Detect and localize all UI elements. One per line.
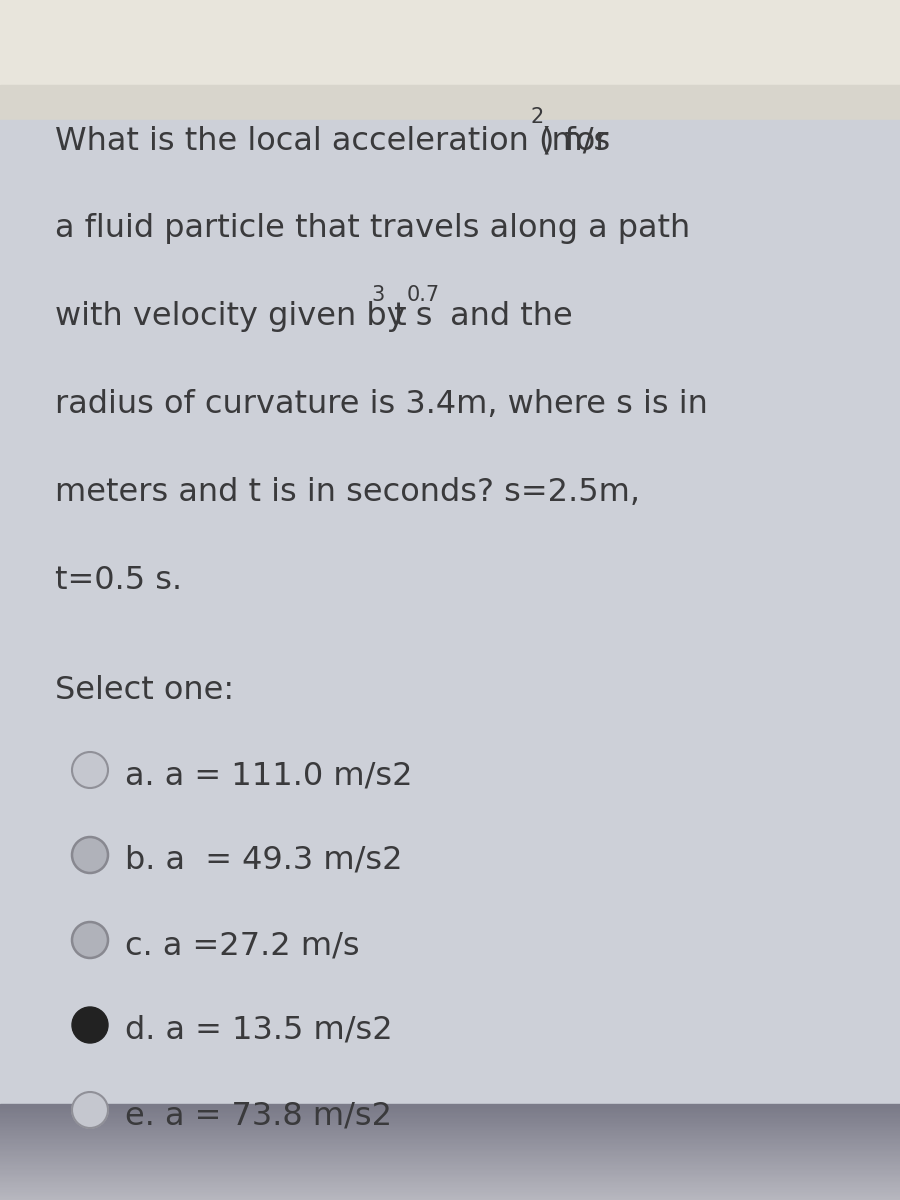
Bar xyxy=(0,1147,900,1150)
Text: c. a =27.2 m/s: c. a =27.2 m/s xyxy=(125,930,360,961)
Bar xyxy=(0,1133,900,1136)
Bar xyxy=(0,1184,900,1188)
Text: b. a  = 49.3 m/s2: b. a = 49.3 m/s2 xyxy=(125,845,402,876)
Circle shape xyxy=(72,922,108,958)
Text: ) for: ) for xyxy=(542,125,608,156)
Bar xyxy=(0,1140,900,1142)
Bar xyxy=(0,1192,900,1195)
Bar xyxy=(0,0,900,85)
Text: 0.7: 0.7 xyxy=(406,284,439,305)
Bar xyxy=(0,1145,900,1147)
Circle shape xyxy=(72,1007,108,1043)
Bar xyxy=(0,1116,900,1120)
Bar xyxy=(0,1150,900,1152)
Bar xyxy=(0,1121,900,1124)
Bar xyxy=(0,1109,900,1112)
Bar xyxy=(0,1168,900,1171)
Bar xyxy=(0,85,900,120)
Bar xyxy=(0,1162,900,1164)
Bar xyxy=(0,1172,900,1176)
Text: meters and t is in seconds? s=2.5m,: meters and t is in seconds? s=2.5m, xyxy=(55,476,640,508)
Circle shape xyxy=(72,838,108,874)
Bar xyxy=(0,1123,900,1127)
Bar xyxy=(0,1159,900,1162)
Circle shape xyxy=(72,752,108,788)
Text: 3: 3 xyxy=(372,284,385,305)
Circle shape xyxy=(72,1092,108,1128)
Bar xyxy=(0,1126,900,1129)
Bar xyxy=(0,1165,900,1169)
Bar xyxy=(0,1157,900,1159)
Text: e. a = 73.8 m/s2: e. a = 73.8 m/s2 xyxy=(125,1100,392,1130)
Text: Select one:: Select one: xyxy=(55,674,234,706)
Bar xyxy=(0,1154,900,1157)
Bar xyxy=(0,1118,900,1122)
Bar xyxy=(0,1175,900,1178)
Bar xyxy=(0,120,900,1105)
Text: a. a = 111.0 m/s2: a. a = 111.0 m/s2 xyxy=(125,760,412,791)
Bar xyxy=(0,1128,900,1132)
Bar xyxy=(0,1177,900,1181)
Text: and the: and the xyxy=(440,301,573,332)
Bar xyxy=(0,1106,900,1110)
Bar xyxy=(0,1111,900,1115)
Bar xyxy=(0,1152,900,1154)
Bar xyxy=(0,1182,900,1186)
Text: radius of curvature is 3.4m, where s is in: radius of curvature is 3.4m, where s is … xyxy=(55,389,708,420)
Bar xyxy=(0,1189,900,1193)
Bar xyxy=(0,1138,900,1141)
Bar xyxy=(0,1104,900,1108)
Bar xyxy=(0,1163,900,1166)
Bar xyxy=(0,1170,900,1174)
Bar xyxy=(0,1114,900,1117)
Bar xyxy=(0,1187,900,1190)
Text: d. a = 13.5 m/s2: d. a = 13.5 m/s2 xyxy=(125,1015,392,1046)
Bar xyxy=(0,1180,900,1183)
Bar xyxy=(0,1196,900,1200)
Text: What is the local acceleration (m/s: What is the local acceleration (m/s xyxy=(55,125,610,156)
Text: a fluid particle that travels along a path: a fluid particle that travels along a pa… xyxy=(55,214,690,244)
Bar xyxy=(0,1194,900,1198)
Bar xyxy=(0,1135,900,1139)
Bar xyxy=(0,1142,900,1145)
Text: t=0.5 s.: t=0.5 s. xyxy=(55,565,182,596)
Text: with velocity given by s: with velocity given by s xyxy=(55,301,433,332)
Text: 2: 2 xyxy=(530,107,544,127)
Text: t: t xyxy=(383,301,407,332)
Bar xyxy=(0,1130,900,1134)
